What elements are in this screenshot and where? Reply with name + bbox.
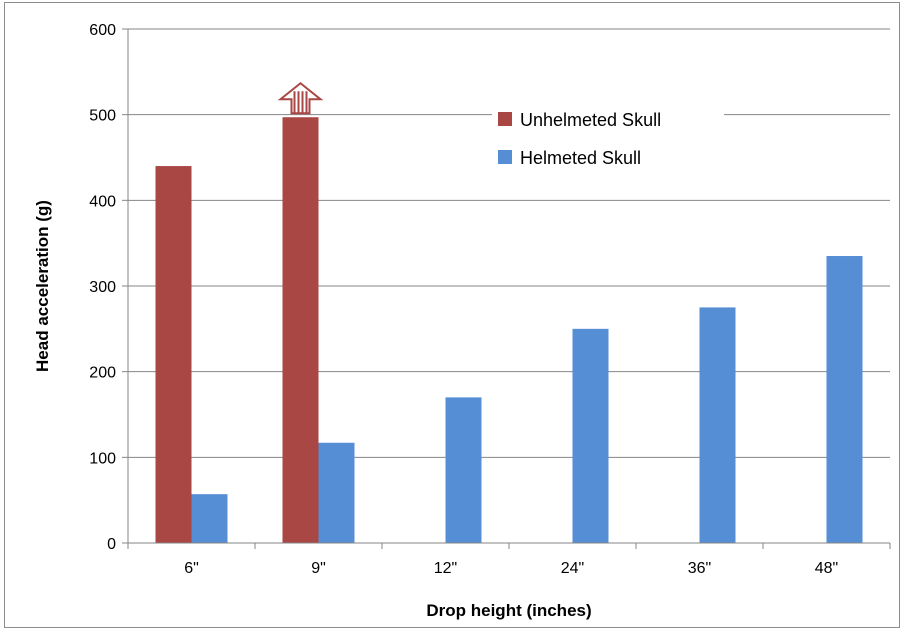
bar-helmeted-0 [191, 494, 228, 543]
x-tick-label: 12" [434, 560, 457, 577]
x-tick-label: 6" [184, 560, 199, 577]
bar-helmeted-4 [699, 307, 736, 543]
bar-unhelmeted-1 [282, 117, 319, 543]
legend-item: Unhelmeted Skull [498, 110, 661, 130]
x-tick-label: 24" [561, 560, 584, 577]
y-tick-label: 200 [89, 365, 116, 382]
axes [122, 28, 891, 549]
y-tick-labels: 0 100 200 300 400 500 600 [89, 22, 116, 553]
y-tick-label: 0 [107, 536, 116, 553]
annotations [277, 81, 324, 115]
legend-background [492, 102, 724, 184]
bar-helmeted-2 [445, 397, 482, 543]
x-tick-label: 48" [815, 560, 838, 577]
bars [155, 117, 863, 544]
legend-label: Unhelmeted Skull [520, 110, 661, 130]
bar-helmeted-3 [572, 328, 609, 543]
x-tick-labels: 6" 9" 12" 24" 36" 48" [184, 560, 838, 577]
bar-helmeted-5 [826, 256, 863, 543]
y-tick-label: 300 [89, 279, 116, 296]
legend: Unhelmeted Skull Helmeted Skull [492, 102, 724, 184]
y-tick-label: 500 [89, 108, 116, 125]
legend-swatch [498, 150, 512, 164]
bar-unhelmeted-0 [155, 166, 192, 544]
gridlines [128, 28, 890, 458]
y-tick-label: 100 [89, 450, 116, 467]
legend-item: Helmeted Skull [498, 148, 641, 168]
x-tick-label: 9" [311, 560, 326, 577]
bar-helmeted-1 [318, 442, 355, 543]
legend-swatch [498, 112, 512, 126]
y-tick-label: 400 [89, 193, 116, 210]
x-axis-title: Drop height (inches) [426, 601, 591, 620]
legend-label: Helmeted Skull [520, 148, 641, 168]
y-tick-label: 600 [89, 22, 116, 39]
x-tick-label: 36" [688, 560, 711, 577]
y-axis-title: Head acceleration (g) [33, 200, 52, 372]
up-arrow-icon [277, 81, 324, 115]
